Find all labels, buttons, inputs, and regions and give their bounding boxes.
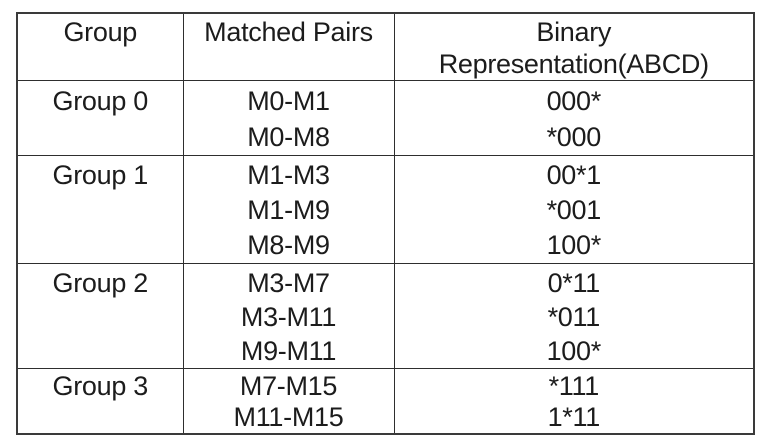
header-binary-line2: Representation(ABCD) bbox=[438, 49, 709, 79]
pair-label: M0-M1 bbox=[247, 86, 330, 116]
group-name-cell: Group 1 bbox=[16, 155, 184, 264]
table-row-group-1: Group 1 M1-M3 M1-M9 M8-M9 00*1 *001 100* bbox=[16, 155, 755, 264]
binary-value: *000 bbox=[546, 122, 602, 152]
pairs-cell: M0-M1 M0-M8 bbox=[182, 80, 395, 156]
table-row-group-2: Group 2 M3-M7 M3-M11 M9-M11 0*11 *011 10… bbox=[16, 263, 755, 369]
group-name-cell: Group 0 bbox=[16, 80, 184, 156]
matched-pairs-table: Group Matched Pairs Binary Representatio… bbox=[16, 12, 755, 435]
binary-value: 100* bbox=[546, 336, 602, 366]
group-name: Group 1 bbox=[52, 160, 149, 190]
header-binary-line1: Binary bbox=[536, 17, 612, 47]
pair-label: M8-M9 bbox=[247, 230, 330, 260]
pairs-cell: M7-M15 M11-M15 bbox=[182, 368, 395, 435]
binary-value: 100* bbox=[546, 230, 602, 260]
group-name: Group 0 bbox=[52, 86, 149, 116]
table-row-group-0: Group 0 M0-M1 M0-M8 000* *000 bbox=[16, 80, 755, 156]
pair-label: M9-M11 bbox=[240, 336, 337, 366]
header-matched-pairs-label: Matched Pairs bbox=[204, 17, 373, 47]
binary-cell: *111 1*11 bbox=[393, 368, 755, 435]
pair-label: M3-M11 bbox=[240, 302, 337, 332]
binary-value: 1*11 bbox=[547, 402, 601, 432]
binary-value: 000* bbox=[546, 86, 602, 116]
pair-label: M7-M15 bbox=[239, 371, 338, 401]
binary-cell: 00*1 *001 100* bbox=[393, 155, 755, 264]
group-name-cell: Group 3 bbox=[16, 368, 184, 435]
pair-label: M11-M15 bbox=[233, 402, 344, 432]
pair-label: M3-M7 bbox=[247, 268, 330, 298]
header-matched-pairs: Matched Pairs bbox=[182, 12, 395, 81]
header-group: Group bbox=[16, 12, 184, 81]
binary-value: *001 bbox=[546, 195, 602, 225]
pair-label: M0-M8 bbox=[247, 122, 330, 152]
binary-cell: 0*11 *011 100* bbox=[393, 263, 755, 369]
binary-value: *011 bbox=[547, 302, 601, 332]
header-binary-representation: Binary Representation(ABCD) bbox=[393, 12, 755, 81]
pairs-cell: M3-M7 M3-M11 M9-M11 bbox=[182, 263, 395, 369]
header-group-label: Group bbox=[63, 17, 138, 47]
pair-label: M1-M9 bbox=[247, 195, 330, 225]
group-name: Group 3 bbox=[52, 371, 149, 401]
binary-value: 00*1 bbox=[546, 160, 602, 190]
binary-cell: 000* *000 bbox=[393, 80, 755, 156]
pairs-cell: M1-M3 M1-M9 M8-M9 bbox=[182, 155, 395, 264]
pair-label: M1-M3 bbox=[247, 160, 330, 190]
table-row-group-3: Group 3 M7-M15 M11-M15 *111 1*11 bbox=[16, 368, 755, 435]
group-name: Group 2 bbox=[52, 268, 149, 298]
table-header-row: Group Matched Pairs Binary Representatio… bbox=[16, 12, 755, 81]
binary-value: *111 bbox=[548, 371, 600, 401]
group-name-cell: Group 2 bbox=[16, 263, 184, 369]
binary-value: 0*11 bbox=[547, 268, 601, 298]
